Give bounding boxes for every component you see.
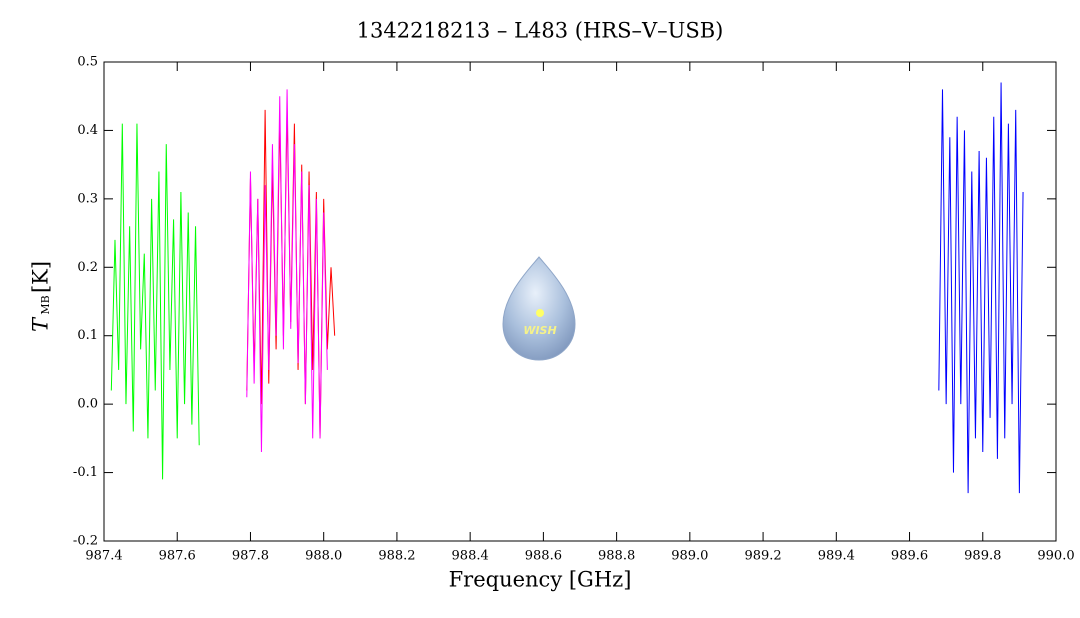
- spectrum-line: [246, 109, 336, 439]
- x-tick-label: 987.6: [159, 549, 196, 564]
- x-tick-label: 989.0: [671, 549, 708, 564]
- y-tick-label: -0.2: [73, 534, 98, 549]
- x-tick-label: 988.2: [378, 549, 415, 564]
- y-tick-label: 0.4: [77, 123, 98, 138]
- logo: WISH: [502, 256, 576, 361]
- chart-title: 1342218213 – L483 (HRS–V–USB): [357, 19, 724, 43]
- x-tick-label: 988.4: [452, 549, 489, 564]
- spectrum-line: [110, 123, 200, 480]
- x-tick-label: 989.4: [818, 549, 855, 564]
- x-tick-label: 988.0: [305, 549, 342, 564]
- x-tick-label: 987.8: [232, 549, 269, 564]
- plot-frame: [103, 61, 1057, 542]
- spectrum-line: [246, 89, 328, 453]
- y-axis-label-symbol: T: [29, 316, 53, 332]
- y-axis-label-unit: [K]: [29, 261, 53, 293]
- y-tick-label: 0.2: [77, 260, 98, 275]
- spectrum-line: [938, 82, 1024, 494]
- logo-text: WISH: [523, 324, 556, 337]
- x-tick-label: 988.6: [525, 549, 562, 564]
- x-tick-label: 987.4: [85, 549, 122, 564]
- x-tick-label: 989.2: [744, 549, 781, 564]
- y-axis-label-group: T MB [K]: [29, 261, 53, 332]
- y-tick-label: -0.1: [73, 465, 98, 480]
- y-tick-label: 0.5: [77, 55, 98, 70]
- x-axis-label: Frequency [GHz]: [449, 568, 632, 592]
- y-tick-label: 0.1: [77, 328, 98, 343]
- y-tick-label: 0.3: [77, 191, 98, 206]
- y-tick-label: 0.0: [77, 397, 98, 412]
- y-axis-label-subscript: MB: [39, 295, 52, 314]
- x-tick-label: 989.6: [891, 549, 928, 564]
- x-tick-label: 989.8: [964, 549, 1001, 564]
- x-tick-label: 990.0: [1037, 549, 1074, 564]
- x-tick-label: 988.8: [598, 549, 635, 564]
